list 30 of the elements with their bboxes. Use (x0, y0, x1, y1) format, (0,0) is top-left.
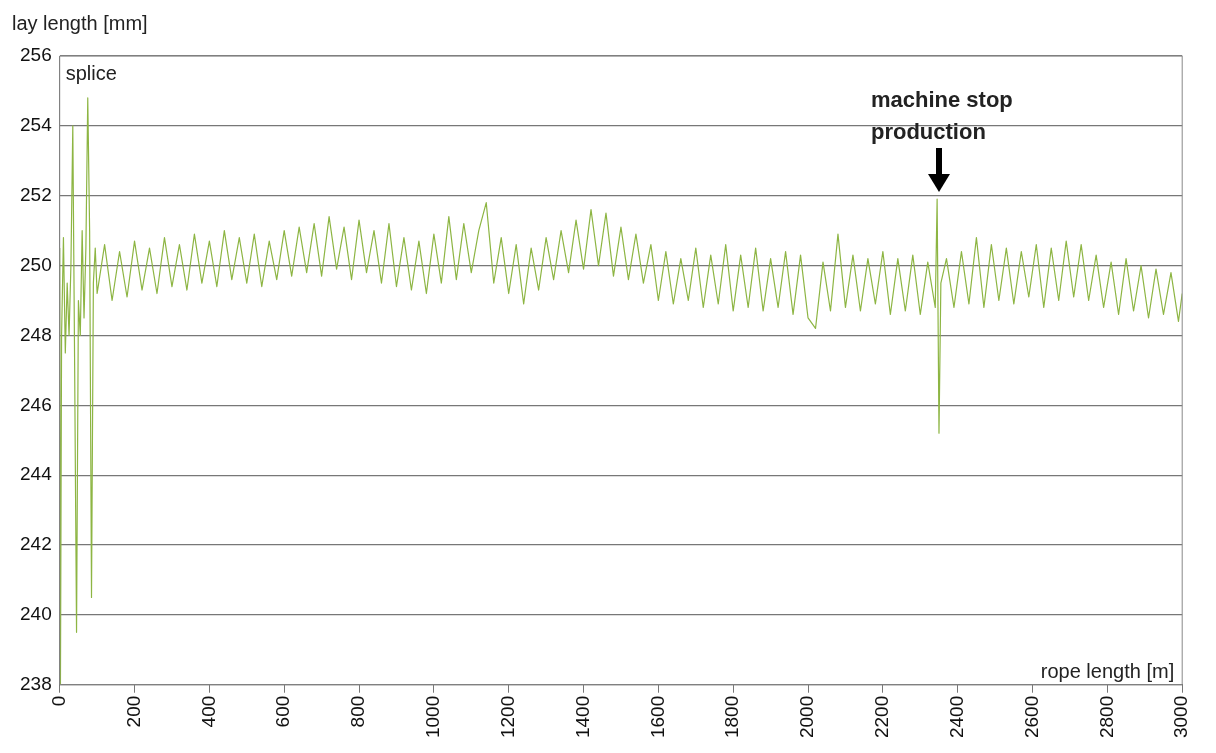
y-tick-label: 242 (20, 533, 52, 555)
x-tick-label: 3000 (1170, 695, 1192, 739)
x-tick-label: 400 (197, 695, 219, 728)
x-tick-label: 1000 (422, 695, 444, 739)
x-tick-label: 200 (122, 695, 144, 728)
y-tick-label: 246 (20, 393, 52, 415)
y-tick-label: 256 (20, 44, 52, 66)
annotation: splice (65, 61, 117, 84)
x-tick-label: 2000 (796, 695, 818, 739)
x-tick-label: 600 (272, 695, 294, 728)
y-tick-label: 254 (20, 114, 53, 136)
x-tick-label: 1200 (496, 695, 518, 739)
x-tick-label: 2800 (1095, 695, 1117, 739)
x-tick-label: 2600 (1020, 695, 1042, 739)
y-tick-label: 238 (20, 672, 52, 694)
x-tick-label: 2200 (871, 695, 893, 739)
annotation: machine stop production (870, 86, 1013, 144)
y-axis-title: lay length [mm] (12, 11, 148, 34)
x-tick-label: 1600 (646, 695, 668, 739)
x-tick-label: 1400 (571, 695, 593, 739)
x-tick-label: 2400 (945, 695, 967, 739)
y-tick-label: 252 (20, 183, 52, 205)
y-tick-label: 240 (20, 603, 52, 625)
x-tick-label: 0 (47, 695, 69, 707)
y-tick-label: 250 (20, 253, 52, 275)
y-tick-label: 248 (20, 323, 52, 345)
y-tick-label: 244 (20, 463, 53, 485)
x-tick-label: 800 (347, 695, 369, 728)
x-axis-title: rope length [m] (1040, 660, 1175, 683)
x-tick-label: 1800 (721, 695, 743, 739)
